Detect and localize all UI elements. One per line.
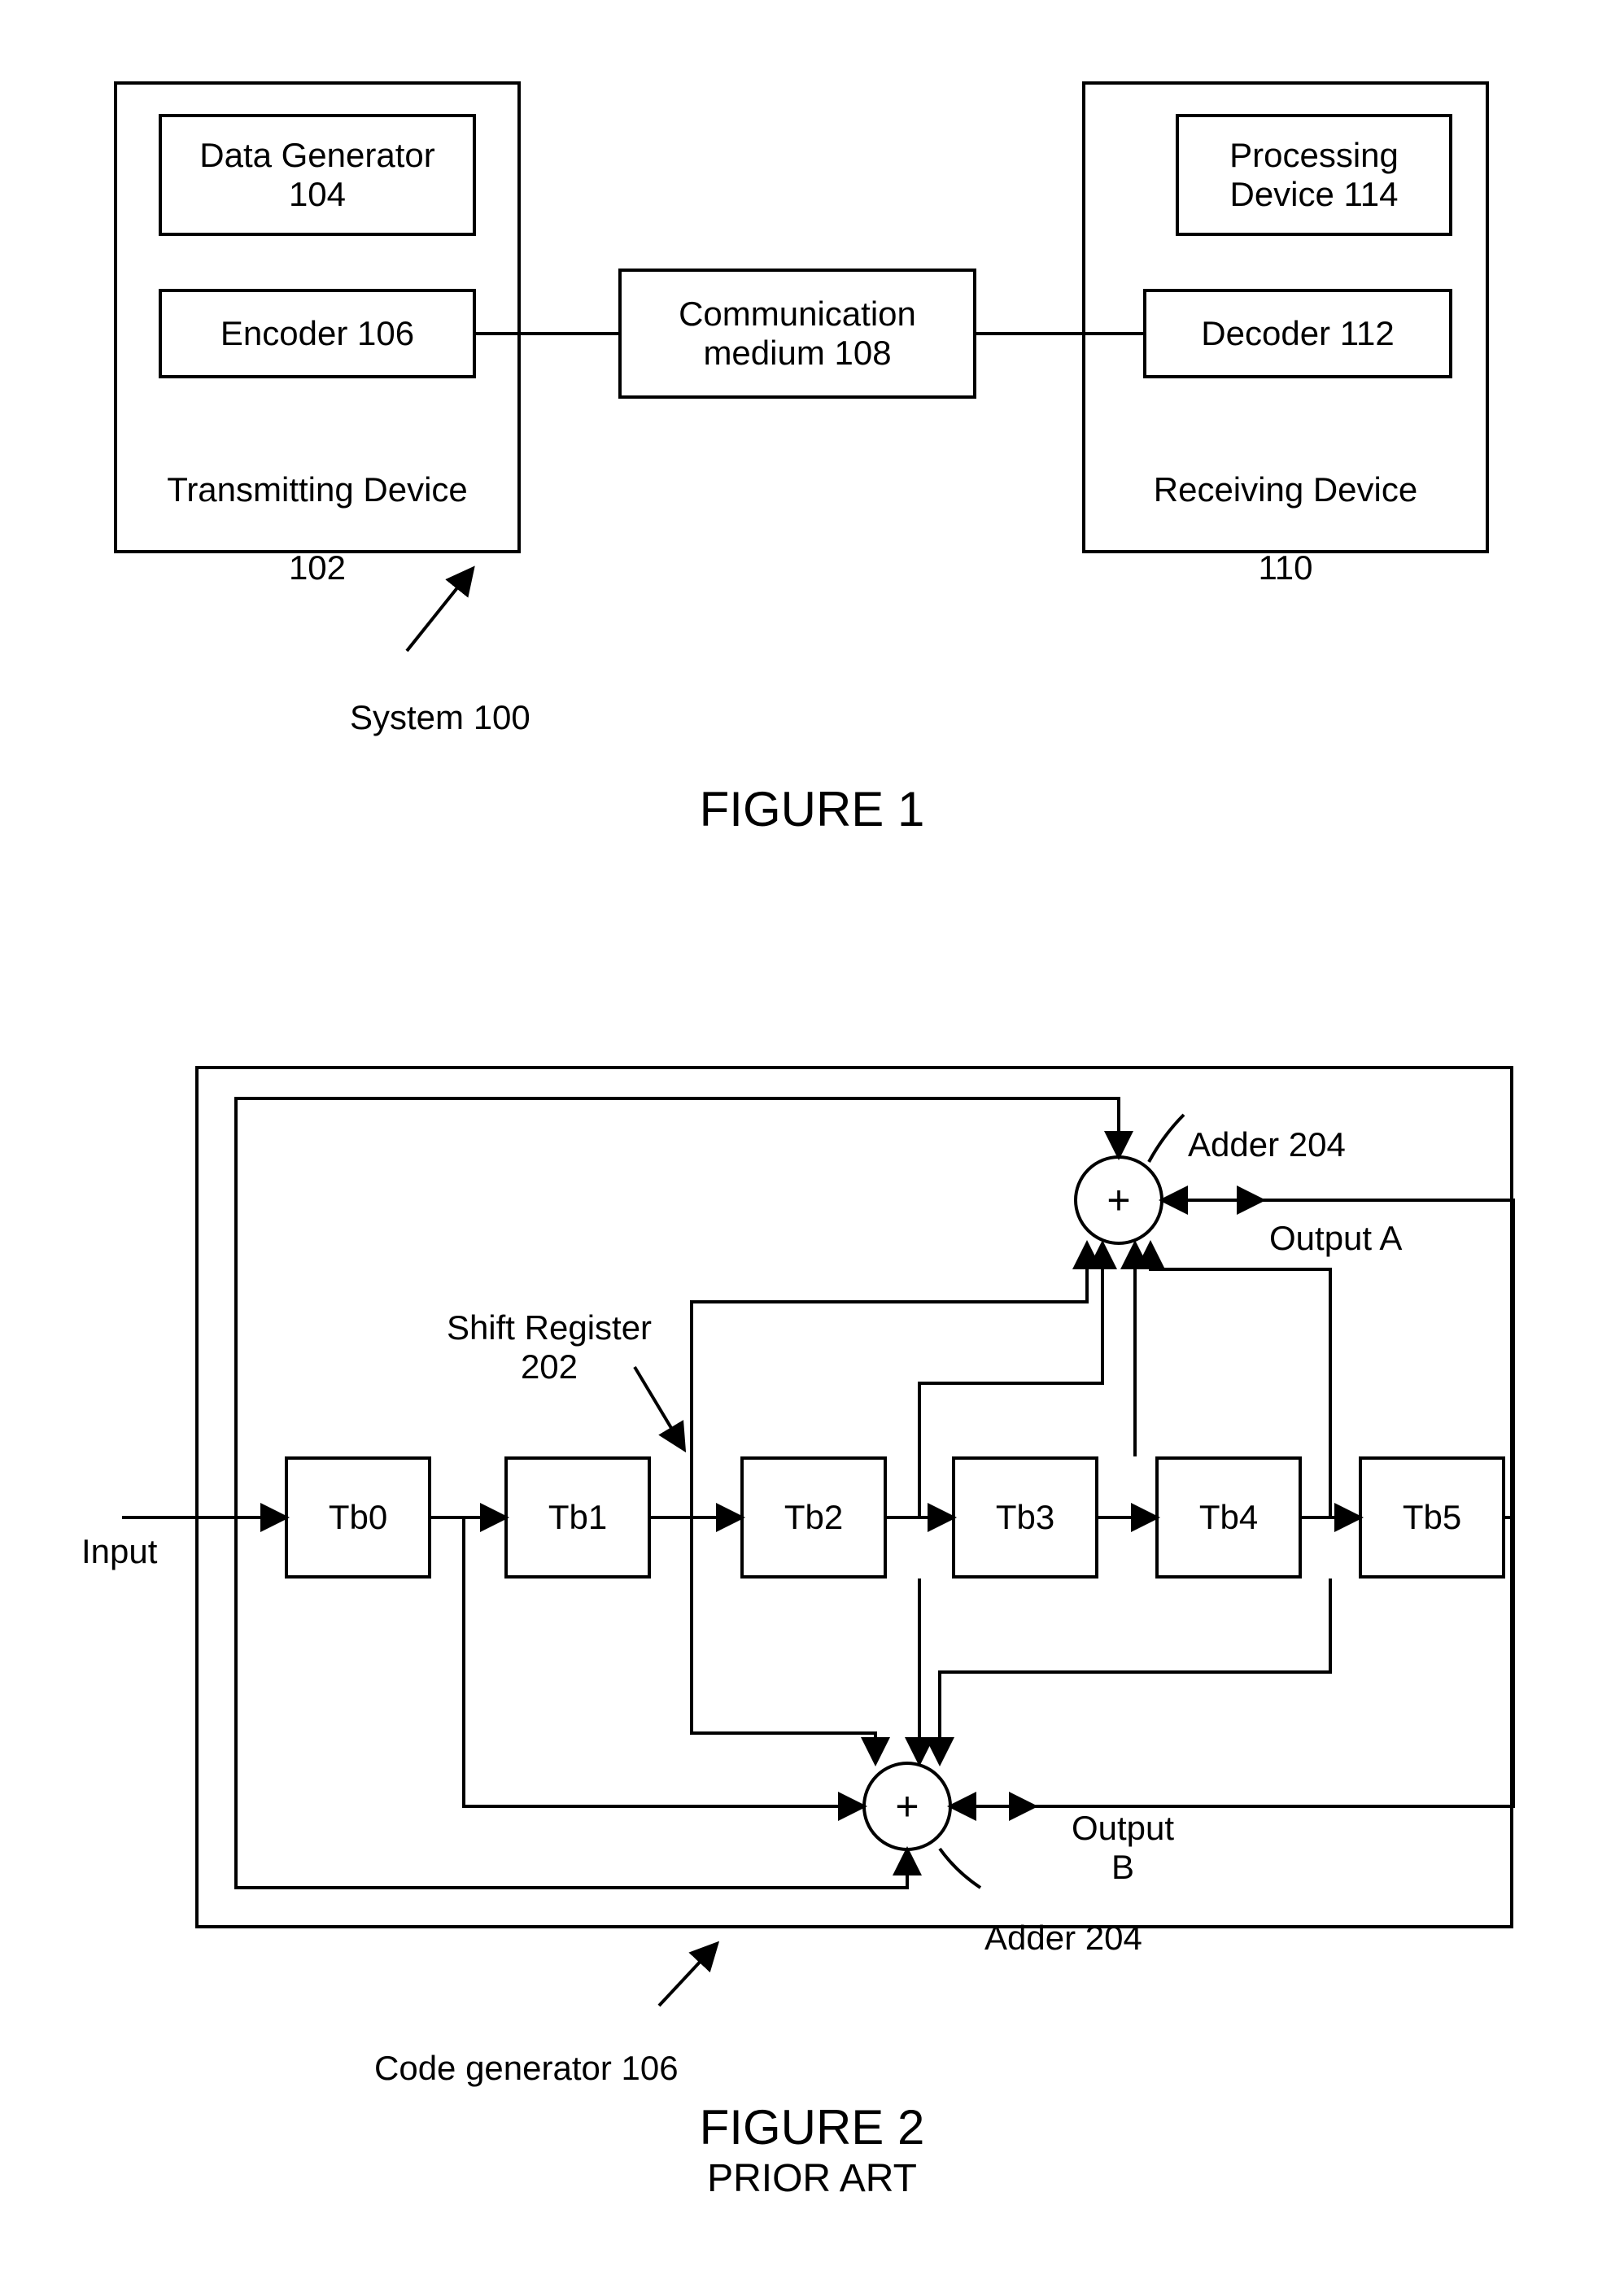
- tb1-label: Tb1: [548, 1498, 607, 1537]
- plus-top: +: [1107, 1177, 1130, 1224]
- shift-register-label: Shift Register 202: [407, 1269, 692, 1386]
- rx-title: Receiving Device: [1154, 470, 1417, 509]
- outA-text: Output A: [1269, 1219, 1402, 1257]
- plus-bottom: +: [895, 1783, 919, 1830]
- tx-caption: Transmitting Device 102: [114, 431, 521, 587]
- figure1-caption: FIGURE 1: [0, 781, 1624, 837]
- output-b-label: Output B: [1041, 1770, 1204, 1887]
- adder-top: +: [1074, 1155, 1163, 1245]
- code-gen-label: Code generator 106: [374, 2010, 781, 2088]
- input-label: Input: [81, 1493, 187, 1571]
- adder-bottom: +: [862, 1762, 952, 1851]
- pd-title: Processing: [1229, 136, 1399, 175]
- adder-top-label-text: Adder 204: [1188, 1125, 1346, 1164]
- rx-caption: Receiving Device 110: [1082, 431, 1489, 587]
- sr-label-text: Shift Register 202: [447, 1308, 652, 1386]
- page: Data Generator 104 Encoder 106 Transmitt…: [0, 0, 1624, 2275]
- fig1-caption-text: FIGURE 1: [700, 782, 925, 836]
- tb0-box: Tb0: [285, 1456, 431, 1579]
- tb1-box: Tb1: [504, 1456, 651, 1579]
- tb2-box: Tb2: [740, 1456, 887, 1579]
- tb2-label: Tb2: [784, 1498, 843, 1537]
- tb5-label: Tb5: [1403, 1498, 1461, 1537]
- comm-sub: medium 108: [703, 334, 891, 373]
- outB-text: Output B: [1072, 1809, 1174, 1886]
- comm-title: Communication: [679, 295, 916, 334]
- dec-title: Decoder 112: [1201, 314, 1394, 353]
- data-generator-box: Data Generator 104: [159, 114, 476, 236]
- tx-num: 102: [289, 548, 346, 587]
- decoder-box: Decoder 112: [1143, 289, 1452, 378]
- tb4-label: Tb4: [1199, 1498, 1258, 1537]
- system-label: System 100: [350, 659, 594, 737]
- rx-num: 110: [1259, 548, 1313, 587]
- tb3-box: Tb3: [952, 1456, 1098, 1579]
- pd-sub: Device 114: [1229, 175, 1398, 214]
- comm-medium-box: Communication medium 108: [618, 269, 976, 399]
- adder-bot-label-text: Adder 204: [984, 1919, 1142, 1957]
- input-label-text: Input: [81, 1532, 157, 1570]
- fig2-subcaption-text: PRIOR ART: [707, 2157, 917, 2200]
- output-a-label: Output A: [1269, 1180, 1473, 1258]
- adder-top-label: Adder 204: [1188, 1086, 1399, 1164]
- tb0-label: Tb0: [329, 1498, 387, 1537]
- tb4-box: Tb4: [1155, 1456, 1302, 1579]
- processing-device-box: Processing Device 114: [1176, 114, 1452, 236]
- enc-title: Encoder 106: [220, 314, 414, 353]
- dg-num: 104: [289, 175, 346, 214]
- encoder-box: Encoder 106: [159, 289, 476, 378]
- tb5-box: Tb5: [1359, 1456, 1505, 1579]
- code-gen-label-text: Code generator 106: [374, 2049, 679, 2087]
- figure2-caption: FIGURE 2: [0, 2099, 1624, 2155]
- figure2-subcaption: PRIOR ART: [0, 2156, 1624, 2201]
- tx-title: Transmitting Device: [167, 470, 468, 509]
- system-label-text: System 100: [350, 698, 530, 736]
- tb3-label: Tb3: [996, 1498, 1054, 1537]
- fig2-caption-text: FIGURE 2: [700, 2100, 925, 2155]
- dg-title: Data Generator: [199, 136, 435, 175]
- adder-bot-label: Adder 204: [984, 1880, 1196, 1958]
